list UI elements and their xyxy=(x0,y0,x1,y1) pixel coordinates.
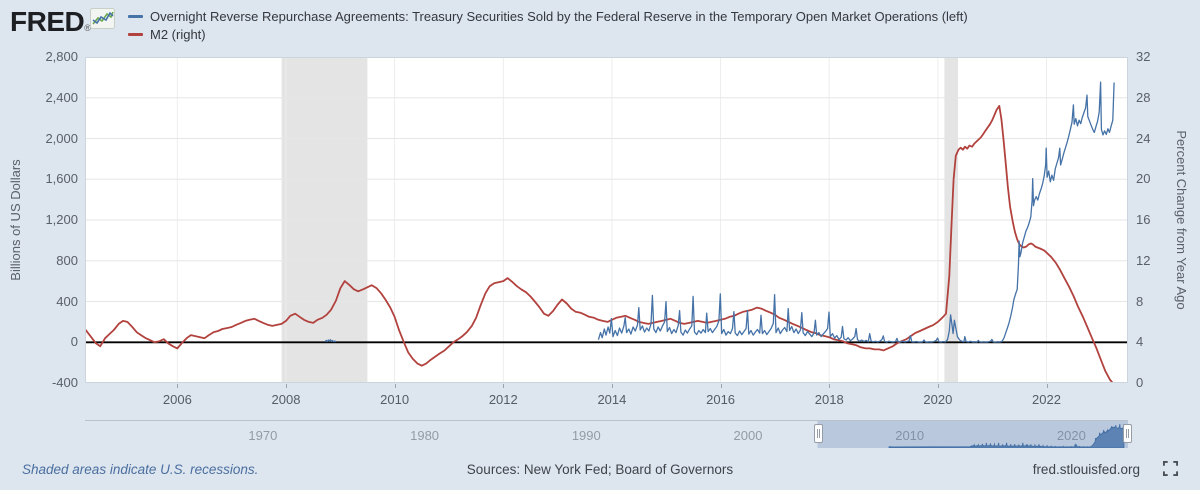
x-axis-tick: 2016 xyxy=(706,392,736,407)
x-axis-tick: 2020 xyxy=(923,392,953,407)
slider-decade-label: 1980 xyxy=(410,428,440,443)
slider-mini-chart xyxy=(888,424,1125,448)
legend-label-m2: M2 (right) xyxy=(150,26,206,42)
x-axis-tick-mark xyxy=(177,384,179,388)
rrp-line xyxy=(324,81,1115,343)
legend-item-rrp[interactable]: Overnight Reverse Repurchase Agreements:… xyxy=(128,7,968,25)
left-axis-tick: -400 xyxy=(51,375,78,390)
slider-selected-range[interactable] xyxy=(817,421,1129,448)
slider-decade-label: 1970 xyxy=(248,428,278,443)
slider-decade-label: 1990 xyxy=(571,428,601,443)
slider-divider xyxy=(85,420,1128,421)
recession-note: Shaded areas indicate U.S. recessions. xyxy=(22,462,259,477)
x-axis-tick-mark xyxy=(937,384,939,388)
left-axis-tick: 2,800 xyxy=(45,49,78,64)
x-axis-tick: 2010 xyxy=(380,392,410,407)
legend: Overnight Reverse Repurchase Agreements:… xyxy=(128,7,968,43)
sources-text: Sources: New York Fed; Board of Governor… xyxy=(466,462,734,477)
x-axis-tick: 2008 xyxy=(271,392,301,407)
fred-logo-text: FRED xyxy=(10,6,85,37)
right-axis-tick: 4 xyxy=(1136,334,1144,350)
x-axis-tick-mark xyxy=(503,384,505,388)
x-axis-tick-mark xyxy=(611,384,613,388)
x-axis-tick: 2018 xyxy=(814,392,844,407)
legend-label-rrp: Overnight Reverse Repurchase Agreements:… xyxy=(150,8,968,24)
x-axis-tick-mark xyxy=(394,384,396,388)
right-axis-tick: 0 xyxy=(1136,375,1144,390)
right-axis-tick: 8 xyxy=(1136,293,1144,309)
left-axis-tick: 1,200 xyxy=(45,212,78,227)
left-axis-tick: 2,000 xyxy=(45,130,78,146)
right-axis-tick: 28 xyxy=(1136,89,1151,105)
fred-logo-chart-icon xyxy=(90,8,115,29)
right-axis-tick: 16 xyxy=(1136,212,1151,227)
right-axis-tick: 20 xyxy=(1136,171,1151,187)
left-axis-tick: 0 xyxy=(70,334,78,350)
legend-swatch-rrp xyxy=(128,14,143,18)
slider-decade-label: 2020 xyxy=(1039,428,1103,443)
x-axis-tick-mark xyxy=(285,384,287,388)
left-axis-tick: 800 xyxy=(56,252,78,268)
slider-handle-right[interactable] xyxy=(1123,424,1132,443)
x-axis-tick-mark xyxy=(1046,384,1048,388)
slider-decade-label: 2000 xyxy=(733,428,763,443)
right-axis-tick: 24 xyxy=(1136,130,1151,146)
x-axis-tick: 2006 xyxy=(162,392,192,407)
x-axis-tick: 2022 xyxy=(1032,392,1061,407)
fred-logo[interactable]: FRED® xyxy=(10,6,91,38)
left-axis-tick: 400 xyxy=(56,293,78,309)
fullscreen-icon[interactable] xyxy=(1163,461,1178,476)
x-axis-tick-mark xyxy=(829,384,831,388)
legend-item-m2[interactable]: M2 (right) xyxy=(128,25,968,43)
right-axis-tick: 12 xyxy=(1136,252,1151,268)
x-axis-tick-mark xyxy=(720,384,722,388)
left-axis-tick: 1,600 xyxy=(45,171,78,187)
fred-site-link[interactable]: fred.stlouisfed.org xyxy=(1032,462,1140,477)
registered-mark: ® xyxy=(84,23,91,33)
left-axis-tick: 2,400 xyxy=(45,89,78,105)
slider-decade-label: 2010 xyxy=(878,428,942,443)
x-axis-tick: 2012 xyxy=(488,392,518,407)
right-axis-tick: 32 xyxy=(1136,49,1151,64)
legend-swatch-m2 xyxy=(128,32,143,36)
main-chart-plot[interactable] xyxy=(85,57,1128,383)
slider-handle-left[interactable] xyxy=(813,424,823,443)
x-axis-tick: 2014 xyxy=(597,392,627,407)
date-range-slider[interactable] xyxy=(85,421,1128,448)
